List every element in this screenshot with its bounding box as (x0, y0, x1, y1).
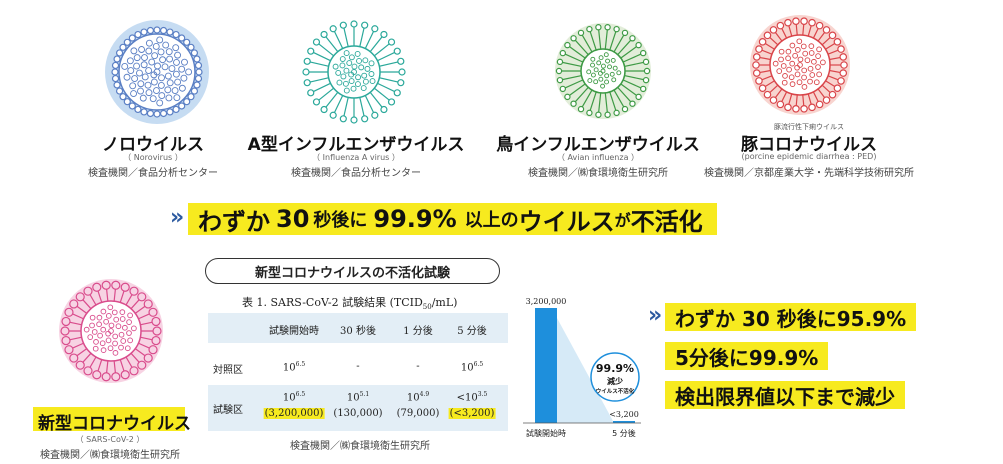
table-cell: 104.9 (406, 391, 430, 404)
table-header: 30 秒後 (340, 326, 376, 337)
table-header: 5 分後 (457, 326, 487, 337)
table-cell: (130,000) (333, 408, 383, 419)
badge-percent: 99.9% (596, 362, 634, 375)
norovirus-agency: 検査機関／食品分析センター (88, 168, 218, 179)
sars-cov-2-icon (59, 279, 163, 383)
headline-part: ウイルス (518, 207, 615, 236)
norovirus-icon (105, 20, 209, 124)
table-caption: 表 1. SARS-CoV-2 試験結果 (TCID50/mL) (242, 296, 458, 312)
influenza-a-illustration (293, 14, 415, 130)
chart-value-label: <3,200 (609, 410, 639, 419)
chart-bar (613, 421, 635, 423)
headline-chevron-icon: » (170, 205, 185, 230)
table-cell: <103.5 (456, 391, 488, 404)
reduction-badge (590, 352, 640, 402)
headline-part: が (614, 211, 631, 230)
avian-influenza-title: 鳥インフルエンザウイルス (496, 135, 700, 155)
avian-influenza-icon (555, 23, 651, 119)
row-label: 試験区 (213, 405, 243, 416)
influenza-a-latin: （ Influenza A virus ） (312, 153, 400, 162)
headline-part: わずか (198, 207, 270, 236)
test-title-pill: 新型コロナウイルスの不活化試験 (205, 258, 500, 284)
table-cell: - (416, 361, 420, 372)
influenza-a-icon (302, 20, 406, 124)
table-bg-top (208, 313, 508, 343)
table-agency: 検査機関／㈱食環境衛生研究所 (290, 441, 430, 452)
chart-bar (535, 308, 557, 423)
table-cell: - (356, 361, 360, 372)
sars-cov-2-agency: 検査機関／㈱食環境衛生研究所 (40, 450, 180, 461)
porcine-coronavirus-ruby: 豚流行性下痢ウイルス (774, 123, 844, 131)
headline-part: 不活化 (630, 207, 703, 236)
avian-influenza-latin: （ Avian influenza ） (556, 153, 640, 162)
table-cell: 106.5 (282, 361, 306, 374)
reduction-funnel (557, 318, 613, 423)
headline-part: 秒後に (313, 210, 368, 231)
headline-part: 30 (276, 205, 310, 233)
sars-cov-2-illustration (52, 275, 170, 387)
norovirus-latin: （ Norovirus ） (123, 153, 183, 162)
sars-cov-2-title: 新型コロナウイルス (38, 414, 191, 434)
influenza-a-title: A型インフルエンザウイルス (247, 135, 465, 155)
headline-part: 99.9% (373, 205, 457, 233)
porcine-coronavirus-icon (750, 15, 850, 115)
porcine-coronavirus-agency: 検査機関／京都産業大学・先端科学技術研究所 (704, 168, 914, 179)
table-cell: (79,000) (396, 408, 440, 419)
table-cell-highlight: (3,200,000) (263, 408, 325, 419)
badge-line-2: ウイルス不活化 (596, 387, 635, 395)
table-header: 1 分後 (403, 326, 433, 337)
porcine-coronavirus-illustration (745, 10, 855, 120)
table-cell-highlight: (<3,200) (448, 408, 496, 419)
headline-banner: わずか 30 秒後に 99.9% 以上の ウイルス が 不活化 (188, 203, 717, 236)
badge-line-1: 減少 (607, 376, 623, 386)
sars-cov-2-title-highlight (33, 407, 185, 431)
result-line-2: 5分後に99.9% (665, 342, 829, 370)
influenza-a-agency: 検査機関／食品分析センター (291, 168, 421, 179)
chart-value-label: 3,200,000 (526, 297, 567, 306)
result-line-1: わずか 30 秒後に95.9% (665, 303, 917, 331)
table-header: 試験開始時 (269, 326, 319, 337)
result-chevron-icon: » (648, 303, 663, 328)
chart-category-label: 試験開始時 (526, 428, 566, 438)
avian-influenza-illustration (548, 16, 658, 126)
sars-cov-2-latin: （ SARS-CoV-2 ） (75, 435, 145, 444)
table-cell: 105.1 (346, 391, 370, 404)
row-label: 対照区 (213, 365, 243, 376)
headline-part: 以上の (464, 210, 519, 231)
table-cell: 106.5 (282, 391, 306, 404)
norovirus-title: ノロウイルス (102, 135, 204, 155)
table-cell: 106.5 (460, 361, 484, 374)
porcine-coronavirus-title: 豚コロナウイルス (741, 135, 877, 155)
chart-category-label: 5 分後 (612, 428, 636, 438)
avian-influenza-agency: 検査機関／㈱食環境衛生研究所 (528, 168, 668, 179)
porcine-coronavirus-latin: (porcine epidemic diarrhea : PED) (741, 152, 877, 161)
result-line-3: 検出限界値以下まで減少 (665, 381, 905, 409)
reduction-chart: 3,200,000 試験開始時 <3,200 5 分後 99.9% 減少 ウイルス不活化 (515, 290, 645, 440)
norovirus-illustration (98, 16, 216, 128)
